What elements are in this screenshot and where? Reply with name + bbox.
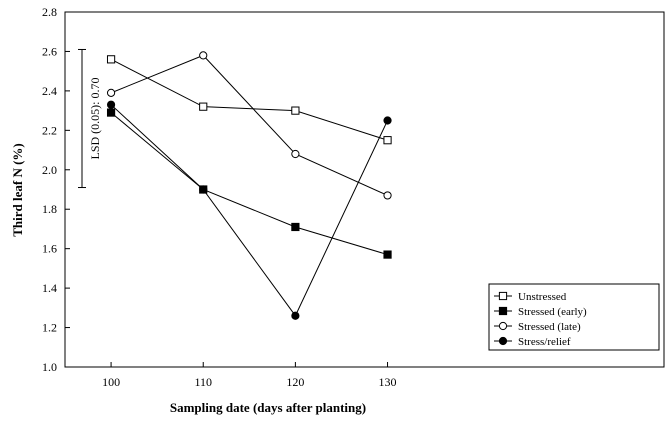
series-line <box>110 54 388 196</box>
data-point <box>199 51 208 60</box>
x-tick-label: 100 <box>102 375 120 389</box>
x-tick-label: 110 <box>194 375 212 389</box>
data-point <box>106 88 116 97</box>
x-tick-label: 130 <box>379 375 397 389</box>
plot-frame <box>64 11 665 368</box>
legend-label: Stress/relief <box>518 336 571 348</box>
data-point <box>199 102 208 111</box>
x-axis-ticks: 100 110 120 130 <box>102 362 397 389</box>
legend-label: Unstressed <box>518 291 567 303</box>
legend-box <box>488 283 660 351</box>
y-tick-label: 1.8 <box>42 202 57 216</box>
data-point <box>383 250 392 259</box>
y-axis-ticks: 1.0 1.2 1.4 1.6 1.8 2.0 2.2 2.4 2.6 2.8 <box>42 5 70 374</box>
data-point <box>199 185 208 194</box>
y-tick-label: 1.0 <box>42 360 57 374</box>
y-tick-label: 2.4 <box>42 84 57 98</box>
lsd-annotation: LSD (0.05): 0.70 <box>78 48 102 189</box>
legend: Unstressed Stressed (early) Stressed (late… <box>488 283 660 351</box>
legend-label: Stressed (late) <box>518 321 581 333</box>
legend-label: Stressed (early) <box>518 306 587 318</box>
data-point <box>383 191 392 200</box>
data-point <box>106 100 116 109</box>
y-tick-label: 2.2 <box>42 123 57 137</box>
y-tick-label: 2.0 <box>42 163 57 177</box>
data-point <box>291 311 300 320</box>
data-point <box>106 108 116 117</box>
y-tick-label: 1.4 <box>42 281 57 295</box>
legend-marker <box>498 336 508 346</box>
series-markers <box>106 51 392 320</box>
legend-marker <box>498 306 508 316</box>
series-line <box>110 104 388 317</box>
data-point <box>291 222 300 232</box>
lsd-label: LSD (0.05): 0.70 <box>88 78 102 160</box>
data-point <box>383 116 392 125</box>
series-line <box>110 112 388 256</box>
data-point <box>291 149 300 159</box>
data-point <box>383 136 392 145</box>
x-tick-label: 120 <box>286 375 304 389</box>
series-lines <box>110 54 388 317</box>
x-axis-title: Sampling date (days after planting) <box>170 400 366 415</box>
legend-marker <box>498 291 508 301</box>
y-tick-label: 2.6 <box>42 44 57 58</box>
data-point <box>106 55 116 64</box>
y-tick-label: 2.8 <box>42 5 57 19</box>
series-line <box>110 58 388 141</box>
legend-marker <box>498 321 508 331</box>
y-tick-label: 1.6 <box>42 242 57 256</box>
y-axis-title: Third leaf N (%) <box>10 143 25 237</box>
y-tick-label: 1.2 <box>42 321 57 335</box>
data-point <box>291 106 300 115</box>
